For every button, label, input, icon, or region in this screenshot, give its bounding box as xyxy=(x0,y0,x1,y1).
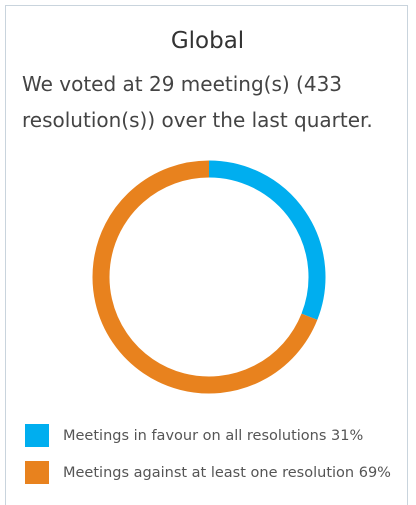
legend-swatch xyxy=(25,461,49,484)
page: Global We voted at 29 meeting(s) (433 re… xyxy=(5,5,408,505)
legend-value: 31% xyxy=(331,427,364,444)
legend-label: Meetings against at least one resolution… xyxy=(63,465,391,481)
legend-value: 69% xyxy=(358,464,391,481)
card: Global We voted at 29 meeting(s) (433 re… xyxy=(5,5,408,505)
chart-title: Global xyxy=(170,28,245,54)
donut-segment xyxy=(208,160,326,320)
chart-subtitle: We voted at 29 meeting(s) (433 resolutio… xyxy=(22,72,373,132)
legend-item: Meetings in favour on all resolutions 31… xyxy=(25,417,391,454)
legend-label: Meetings in favour on all resolutions 31… xyxy=(63,428,363,444)
legend: Meetings in favour on all resolutions 31… xyxy=(25,417,391,491)
legend-category: Meetings in favour on all resolutions xyxy=(63,427,327,444)
legend-item: Meetings against at least one resolution… xyxy=(25,454,391,491)
donut-chart xyxy=(92,160,326,394)
legend-swatch xyxy=(25,424,49,447)
donut-segment xyxy=(92,160,318,394)
legend-category: Meetings against at least one resolution xyxy=(63,464,355,481)
